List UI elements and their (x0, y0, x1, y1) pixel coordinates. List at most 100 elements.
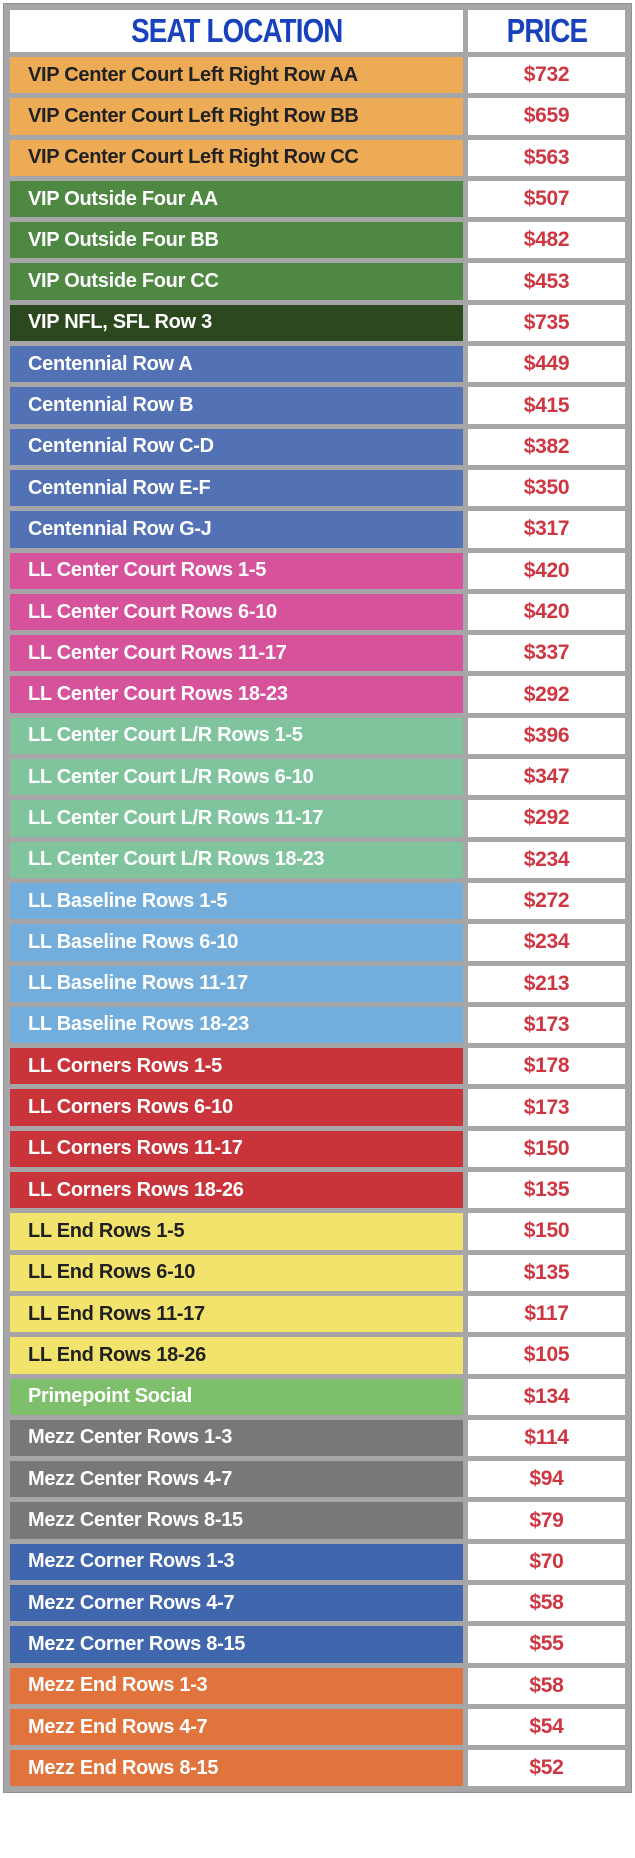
column-divider (463, 1461, 468, 1498)
seat-location-cell: Mezz End Rows 8-15 (10, 1750, 463, 1787)
price-cell: $173 (468, 1089, 625, 1126)
table-row: LL Baseline Rows 18-23 $173 (10, 1001, 625, 1044)
column-divider (463, 57, 468, 94)
seat-location-cell: VIP Outside Four AA (10, 180, 463, 218)
column-divider (463, 552, 468, 589)
price-cell: $79 (468, 1502, 625, 1539)
price-cell: $135 (468, 1254, 625, 1291)
seat-location-header-cell: SEAT LOCATION (10, 10, 463, 52)
column-divider (463, 10, 468, 52)
table-row: LL Corners Rows 11-17 $150 (10, 1125, 625, 1168)
seat-location-cell: LL Corners Rows 1-5 (10, 1048, 463, 1085)
price-cell: $173 (468, 1006, 625, 1044)
table-row: Centennial Row E-F $350 (10, 464, 625, 507)
seat-location-cell: LL Baseline Rows 18-23 (10, 1006, 463, 1044)
price-cell: $150 (468, 1213, 625, 1250)
column-divider (463, 1419, 468, 1457)
column-divider (463, 1584, 468, 1622)
price-cell: $178 (468, 1048, 625, 1085)
table-row: Mezz End Rows 1-3 $58 (10, 1662, 625, 1704)
table-row: LL Baseline Rows 6-10 $234 (10, 919, 625, 961)
price-header-label: PRICE (506, 12, 587, 49)
table-row: LL Center Court L/R Rows 6-10 $347 (10, 754, 625, 796)
table-row: LL End Rows 18-26 $105 (10, 1332, 625, 1374)
seat-location-cell: VIP Outside Four CC (10, 263, 463, 300)
column-divider (463, 676, 468, 713)
seat-location-cell: LL End Rows 6-10 (10, 1254, 463, 1291)
column-divider (463, 1130, 468, 1168)
table-row: VIP Outside Four AA $507 (10, 175, 625, 218)
column-divider (463, 1543, 468, 1580)
seat-location-cell: LL Baseline Rows 6-10 (10, 924, 463, 961)
price-cell: $70 (468, 1543, 625, 1580)
price-cell: $213 (468, 965, 625, 1002)
seat-location-cell: LL Center Court L/R Rows 1-5 (10, 717, 463, 755)
table-row: Mezz Center Rows 1-3 $114 (10, 1414, 625, 1457)
column-divider (463, 965, 468, 1002)
seat-location-cell: Mezz Corner Rows 8-15 (10, 1626, 463, 1663)
column-divider (463, 387, 468, 424)
column-divider (463, 1667, 468, 1704)
table-row: Mezz Corner Rows 1-3 $70 (10, 1538, 625, 1580)
seat-location-cell: Mezz Center Rows 4-7 (10, 1461, 463, 1498)
price-cell: $135 (468, 1172, 625, 1209)
column-divider (463, 1626, 468, 1663)
seat-location-cell: LL Baseline Rows 1-5 (10, 882, 463, 920)
price-cell: $54 (468, 1708, 625, 1746)
seat-location-cell: LL Corners Rows 11-17 (10, 1130, 463, 1168)
seat-location-cell: Centennial Row E-F (10, 469, 463, 507)
table-row: LL Center Court Rows 1-5 $420 (10, 547, 625, 589)
seat-price-table: SEAT LOCATION PRICE VIP Center Court Lef… (4, 4, 631, 1793)
price-cell: $563 (468, 139, 625, 176)
price-cell: $105 (468, 1337, 625, 1374)
price-cell: $114 (468, 1419, 625, 1457)
column-divider (463, 717, 468, 755)
column-divider (463, 469, 468, 507)
seat-location-cell: Centennial Row B (10, 387, 463, 424)
table-row: LL Corners Rows 18-26 $135 (10, 1167, 625, 1209)
price-cell: $234 (468, 924, 625, 961)
column-divider (463, 635, 468, 672)
table-row: LL Baseline Rows 11-17 $213 (10, 960, 625, 1002)
price-cell: $52 (468, 1750, 625, 1787)
table-body: VIP Center Court Left Right Row AA $732 … (10, 52, 625, 1787)
column-divider (463, 346, 468, 383)
seat-location-cell: Centennial Row G-J (10, 511, 463, 548)
column-divider (463, 1378, 468, 1415)
price-cell: $453 (468, 263, 625, 300)
price-cell: $272 (468, 882, 625, 920)
seat-location-cell: Mezz End Rows 4-7 (10, 1708, 463, 1746)
seat-location-cell: LL Center Court L/R Rows 18-23 (10, 841, 463, 878)
table-row: VIP Center Court Left Right Row BB $659 (10, 93, 625, 135)
seat-location-cell: Mezz Center Rows 8-15 (10, 1502, 463, 1539)
seat-location-cell: VIP Center Court Left Right Row AA (10, 57, 463, 94)
column-divider (463, 841, 468, 878)
price-cell: $58 (468, 1584, 625, 1622)
column-divider (463, 263, 468, 300)
price-cell: $337 (468, 635, 625, 672)
table-row: Mezz End Rows 8-15 $52 (10, 1745, 625, 1787)
column-divider (463, 139, 468, 176)
table-header-row: SEAT LOCATION PRICE (10, 10, 625, 52)
price-header-cell: PRICE (468, 10, 625, 52)
price-cell: $347 (468, 759, 625, 796)
seat-location-cell: Mezz Corner Rows 1-3 (10, 1543, 463, 1580)
price-cell: $234 (468, 841, 625, 878)
price-cell: $735 (468, 304, 625, 342)
column-divider (463, 1006, 468, 1044)
table-row: LL Center Court L/R Rows 18-23 $234 (10, 836, 625, 878)
seat-location-cell: LL Corners Rows 18-26 (10, 1172, 463, 1209)
column-divider (463, 1048, 468, 1085)
price-cell: $317 (468, 511, 625, 548)
seat-location-cell: Mezz Corner Rows 4-7 (10, 1584, 463, 1622)
seat-location-cell: LL End Rows 11-17 (10, 1295, 463, 1333)
seat-location-cell: LL Baseline Rows 11-17 (10, 965, 463, 1002)
seat-location-cell: LL Center Court L/R Rows 11-17 (10, 800, 463, 837)
price-cell: $415 (468, 387, 625, 424)
column-divider (463, 511, 468, 548)
price-cell: $482 (468, 222, 625, 259)
seat-location-cell: LL Center Court Rows 1-5 (10, 552, 463, 589)
table-row: VIP Center Court Left Right Row AA $732 (10, 52, 625, 94)
price-cell: $292 (468, 800, 625, 837)
